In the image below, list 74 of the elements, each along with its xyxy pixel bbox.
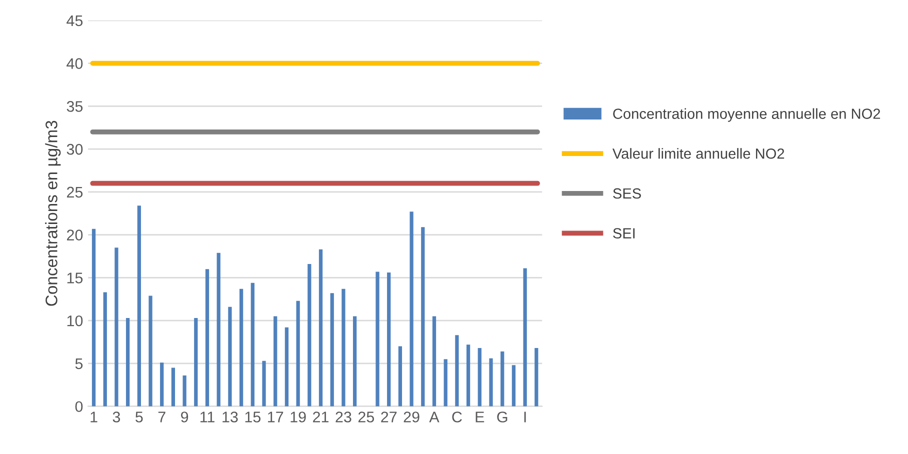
bar	[512, 365, 516, 406]
bar	[352, 316, 357, 406]
legend-label: SEI	[613, 228, 635, 238]
y-tick-label: 10	[67, 315, 83, 326]
y-tick-label: 25	[66, 186, 83, 198]
bar	[376, 272, 380, 406]
bar	[330, 293, 334, 406]
bar	[205, 269, 210, 406]
x-tick-label: 27	[381, 412, 397, 422]
y-tick-label: 35	[66, 101, 83, 112]
bar	[148, 296, 152, 406]
y-tick-label: 15	[67, 272, 83, 284]
legend-label: SES	[613, 188, 641, 199]
bar	[274, 316, 278, 406]
bar	[421, 227, 425, 406]
x-tick-label: 17	[268, 412, 284, 422]
y-tick-label: 45	[66, 15, 83, 26]
x-tick-label: I	[524, 412, 526, 422]
x-tick-label: 9	[181, 412, 188, 422]
bar	[398, 346, 402, 406]
x-tick-label: 25	[358, 412, 374, 422]
bar	[103, 292, 107, 406]
bar	[228, 306, 232, 406]
bar	[284, 327, 289, 406]
x-tick-label: 7	[158, 412, 166, 422]
y-tick-label: 20	[66, 230, 83, 241]
x-tick-label: 3	[112, 412, 120, 422]
x-tick-label: G	[497, 412, 508, 422]
x-tick-label: 23	[336, 412, 352, 422]
bar	[466, 344, 470, 406]
x-tick-label: E	[476, 412, 484, 422]
x-tick-label: A	[429, 412, 440, 422]
bar	[444, 359, 448, 406]
bar	[92, 228, 96, 406]
bar	[523, 268, 527, 406]
legend-label: Concentration moyenne annuelle en NO2	[613, 108, 880, 122]
x-tick-label: 11	[200, 412, 214, 422]
bar	[137, 206, 141, 406]
bar	[239, 288, 244, 406]
bar	[250, 282, 254, 406]
bar	[114, 248, 118, 406]
bar	[160, 362, 164, 406]
y-axis-title: Concentrations en µg/m3	[45, 120, 61, 306]
bar	[500, 351, 504, 406]
bar	[387, 272, 391, 406]
legend-label: Valeur limite annuelle NO2	[612, 148, 784, 159]
bar	[308, 264, 312, 406]
bar	[489, 358, 493, 406]
bar	[318, 249, 323, 406]
x-tick-label: 15	[245, 412, 261, 422]
x-tick-label: 5	[136, 412, 143, 422]
bar	[216, 252, 220, 406]
bar	[432, 316, 436, 406]
bar	[410, 212, 414, 406]
y-tick-label: 5	[75, 358, 83, 370]
bar	[182, 375, 186, 406]
bar	[342, 288, 346, 406]
y-tick-label: 30	[66, 144, 83, 155]
x-tick-label: 19	[290, 412, 306, 422]
bar	[126, 318, 130, 406]
bar	[194, 318, 198, 406]
bar	[455, 335, 459, 406]
bar	[171, 368, 176, 406]
x-tick-label: C	[452, 412, 462, 422]
x-tick-label: 1	[90, 412, 98, 422]
x-tick-label: 13	[222, 412, 238, 422]
bar	[262, 360, 266, 406]
bar	[478, 348, 482, 406]
x-tick-label: 21	[313, 412, 329, 422]
bar	[534, 348, 538, 406]
y-tick-label: 0	[75, 401, 83, 412]
x-tick-label: 29	[404, 412, 420, 422]
bar	[296, 300, 300, 406]
y-tick-label: 40	[66, 58, 83, 69]
